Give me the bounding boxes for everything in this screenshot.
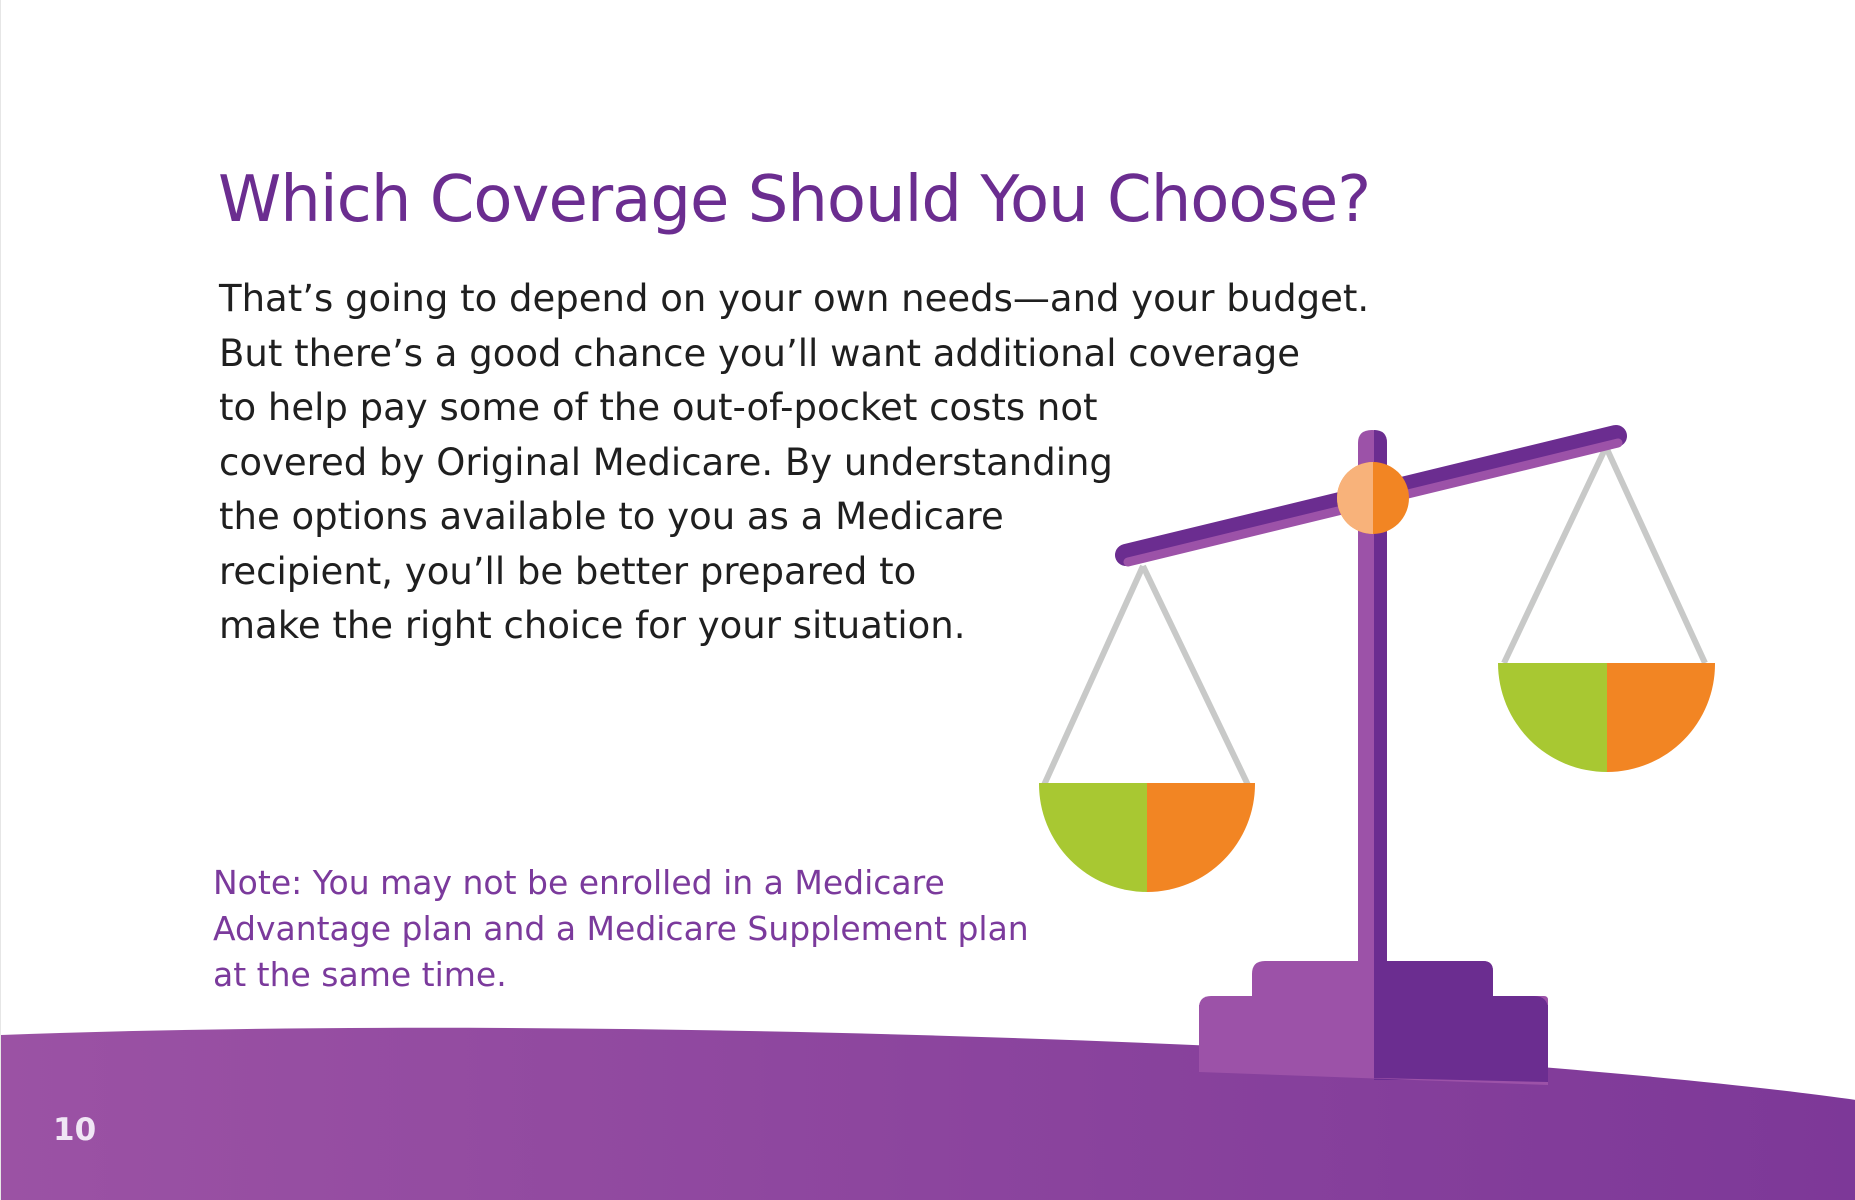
footer-wave [1,1027,1855,1200]
note-text: Note: You may not be enrolled in a Medic… [213,860,1029,998]
body-line: make the right choice for your situation… [219,604,966,647]
body-line: But there’s a good chance you’ll want ad… [219,331,1301,375]
body-line: to help pay some of the out-of-pocket co… [219,386,1098,429]
body-line: the options available to you as a Medica… [219,495,1004,538]
scale-pole [1358,430,1387,1072]
scale-chains [1041,445,1708,787]
page-number: 10 [53,1112,97,1148]
scale-pivot [1337,462,1409,534]
left-scale-pan [1038,783,1256,893]
body-line: covered by Original Medicare. By underst… [219,440,1113,484]
note-line: Advantage plan and a Medicare Supplement… [213,909,1029,948]
body-line: recipient, you’ll be better prepared to [219,549,917,593]
right-scale-pan [1498,663,1716,773]
body-paragraph: That’s going to depend on your own needs… [219,272,1369,654]
note-line: Note: You may not be enrolled in a Medic… [213,863,945,902]
note-line: at the same time. [213,955,507,994]
body-line: That’s going to depend on your own needs… [219,277,1370,320]
page-title: Which Coverage Should You Choose? [218,163,1371,237]
